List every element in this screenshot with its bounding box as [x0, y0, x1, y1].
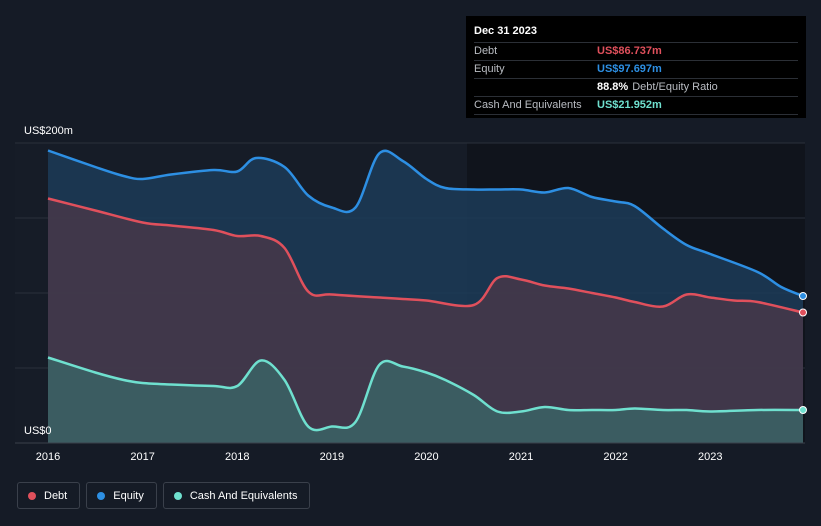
tooltip-debt-row: Debt US$86.737m — [474, 42, 798, 60]
x-tick-label: 2023 — [698, 451, 723, 463]
tooltip-equity-label: Equity — [474, 63, 505, 75]
equity-dot-icon — [97, 491, 106, 500]
cash-area — [48, 357, 803, 443]
tooltip-ratio-row: 88.8% Debt/Equity Ratio — [474, 78, 798, 96]
x-tick-label: 2021 — [508, 451, 534, 463]
tooltip-debt-value: US$86.737m — [597, 45, 662, 57]
cash-endpoint — [799, 406, 807, 414]
legend-item-cash[interactable]: Cash And Equivalents — [162, 482, 311, 509]
legend-item-debt[interactable]: Debt — [17, 482, 81, 509]
legend-item-equity[interactable]: Equity — [86, 482, 157, 509]
tooltip-debt-label: Debt — [474, 45, 498, 57]
y-axis-top-label: US$200m — [24, 125, 73, 137]
tooltip-date: Dec 31 2023 — [474, 25, 537, 37]
x-tick-label: 2017 — [130, 451, 155, 463]
tooltip-ratio-value: 88.8% — [597, 81, 629, 93]
x-tick-label: 2018 — [224, 451, 250, 463]
x-tick-label: 2022 — [603, 451, 628, 463]
equity-endpoint — [799, 292, 807, 300]
tooltip-cash-value: US$21.952m — [597, 99, 662, 111]
series-endpoints — [799, 292, 807, 414]
tooltip-equity-row: Equity US$97.697m — [474, 60, 798, 78]
series-lines — [47, 149, 804, 432]
legend-cash-label: Cash And Equivalents — [189, 489, 298, 502]
cash-dot-icon — [173, 491, 182, 500]
tooltip-equity-value: US$97.697m — [597, 63, 662, 75]
x-tick-label: 2016 — [35, 451, 61, 463]
tooltip-cash-label: Cash And Equivalents — [474, 99, 582, 111]
tooltip-ratio-spacer — [474, 79, 597, 96]
debt-dot-icon — [28, 491, 36, 500]
legend-equity-label: Equity — [113, 489, 144, 502]
legend-debt-label: Debt — [44, 489, 68, 502]
debt-line — [47, 197, 804, 314]
x-tick-label: 2019 — [319, 451, 345, 463]
equity-line — [47, 149, 804, 298]
debt-endpoint — [799, 308, 807, 317]
x-tick-label: 2020 — [414, 451, 439, 463]
cash-line — [47, 356, 804, 432]
y-axis-bottom-label: US$0 — [24, 425, 52, 437]
data-tooltip: Dec 31 2023 Debt US$86.737m Equity US$97… — [466, 16, 806, 118]
chart-legend: Debt Equity Cash And Equivalents — [17, 482, 311, 509]
tooltip-cash-row: Cash And Equivalents US$21.952m — [474, 96, 798, 115]
series-areas — [48, 150, 803, 443]
tooltip-ratio-label: Debt/Equity Ratio — [632, 81, 718, 93]
debt-area — [48, 198, 803, 443]
